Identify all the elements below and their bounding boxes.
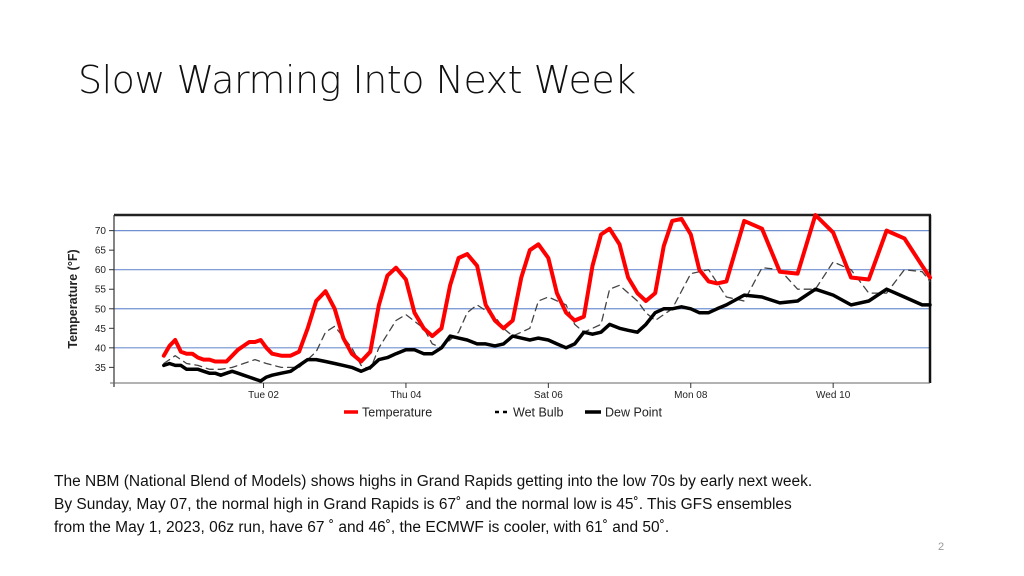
caption-line: The NBM (National Blend of Models) shows…: [54, 473, 813, 490]
x-tick-label: Mon 08: [674, 390, 708, 401]
y-tick-label: 50: [95, 304, 107, 315]
y-axis-label: Temperature (°F): [66, 249, 80, 348]
y-tick-label: 55: [95, 285, 107, 296]
y-tick-label: 40: [95, 343, 107, 354]
slide-caption: The NBM (National Blend of Models) shows…: [54, 470, 954, 539]
series-line-dew-point: [162, 287, 932, 383]
y-tick-label: 35: [95, 363, 107, 374]
series-line-temperature: [161, 213, 932, 364]
caption-line: from the May 1, 2023, 06z run, have 67 ˚…: [54, 519, 670, 536]
legend-label: Dew Point: [605, 406, 662, 420]
legend-label: Temperature: [362, 406, 432, 420]
caption-line: By Sunday, May 07, the normal high in Gr…: [54, 496, 792, 513]
x-tick-label: Wed 10: [816, 390, 851, 401]
x-tick-label: Thu 04: [390, 390, 422, 401]
x-tick-label: Sat 06: [534, 390, 563, 401]
y-tick-label: 45: [95, 324, 107, 335]
y-tick-label: 60: [95, 265, 107, 276]
series-line-wet-bulb: [163, 261, 931, 370]
slide-title: Slow Warming Into Next Week: [78, 58, 636, 102]
x-tick-label: Tue 02: [248, 390, 279, 401]
legend-label: Wet Bulb: [513, 406, 564, 420]
temperature-chart: 35 40 45 50 55 60 65 70 Temperature (°F) Tue 02 Th…: [66, 213, 932, 420]
page-number: 2: [938, 541, 945, 553]
y-tick-label: 65: [95, 246, 107, 257]
y-tick-label: 70: [95, 226, 107, 237]
